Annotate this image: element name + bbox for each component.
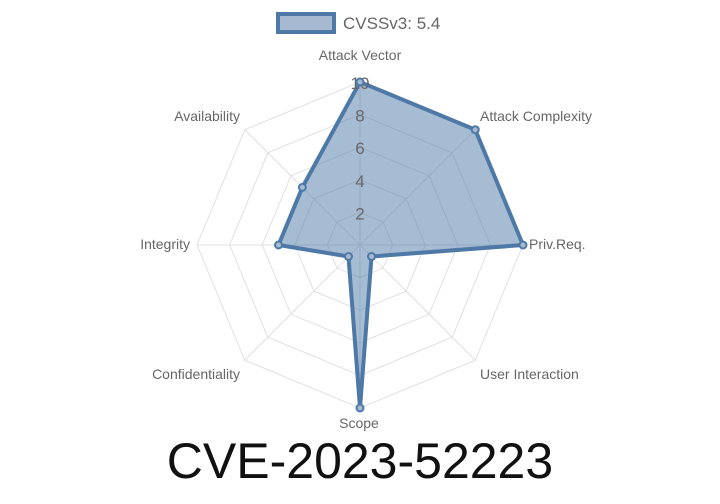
axis-label: Confidentiality: [152, 366, 240, 382]
data-point: [274, 240, 283, 250]
data-point: [367, 252, 377, 262]
legend-label: CVSSv3: 5.4: [343, 14, 440, 33]
axis-label: Availability: [174, 108, 240, 124]
data-point: [343, 252, 353, 262]
axis-label: Attack Vector: [319, 47, 402, 63]
axis-label: Attack Complexity: [480, 108, 592, 124]
axis-label: Integrity: [140, 236, 190, 252]
data-point: [518, 240, 528, 250]
axis-label: User Interaction: [480, 366, 579, 382]
cve-title: CVE-2023-52223: [166, 433, 554, 489]
tick-label: 6: [355, 139, 364, 158]
tick-label: 8: [355, 107, 364, 126]
tick-label: 2: [355, 204, 364, 223]
data-point: [297, 182, 307, 192]
tick-label: 4: [355, 172, 364, 191]
legend-swatch: [276, 12, 336, 34]
grid-spoke: [359, 244, 476, 361]
axis-label: Scope: [339, 415, 379, 431]
data-point: [355, 77, 365, 87]
axis-label: Priv.Req.: [529, 236, 586, 252]
series-area: [276, 80, 525, 410]
grid-spoke: [244, 244, 361, 361]
data-point: [470, 125, 480, 135]
data-point: [355, 403, 365, 413]
